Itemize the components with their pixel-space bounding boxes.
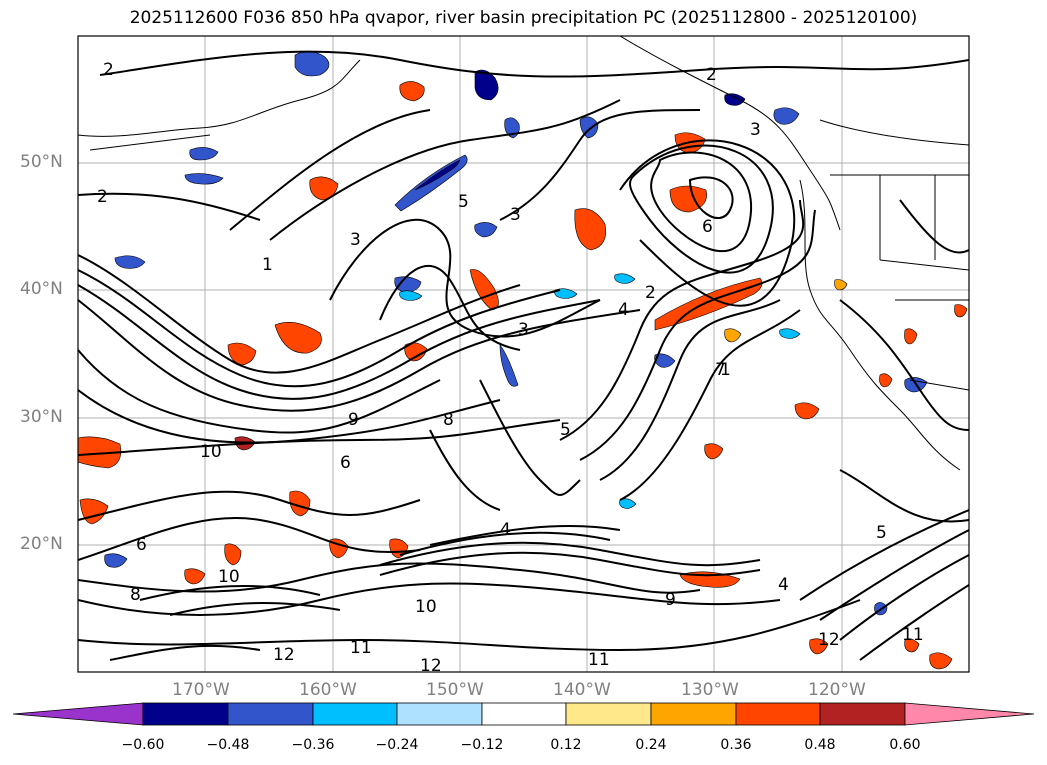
contour-labels: 2 2 2 3 3 3 3 4 4 4 5 5 6 6 7 8 9 10 10 … — [97, 60, 924, 676]
qvapor-contours — [78, 50, 969, 661]
contour-label: 7 — [715, 360, 726, 380]
colorbar-tick-label: −0.60 — [121, 737, 165, 753]
lat-label-50n: 50°N — [20, 152, 63, 172]
contour-label: 1 — [262, 255, 273, 275]
contour-label: 9 — [348, 410, 359, 430]
contour-label: 9 — [665, 590, 676, 610]
contour-label: 6 — [340, 453, 351, 473]
colorbar-tick-label: −0.24 — [375, 737, 419, 753]
contour-label: 10 — [218, 567, 240, 587]
contour-label: 8 — [443, 410, 454, 430]
lon-label-170w: 170°W — [172, 680, 230, 700]
contour-label: 4 — [500, 520, 511, 540]
lat-label-20n: 20°N — [20, 534, 63, 554]
colorbar-segment — [735, 702, 821, 726]
colorbar-tick-label: 0.24 — [635, 737, 667, 753]
lon-label-160w: 160°W — [299, 680, 357, 700]
colorbar-tick-label: −0.36 — [291, 737, 335, 753]
contour-label: 6 — [702, 217, 713, 237]
map-background — [78, 36, 969, 672]
gridlines — [78, 36, 969, 672]
lon-label-140w: 140°W — [553, 680, 611, 700]
contour-label: 1 — [720, 360, 731, 380]
contour-label: 12 — [273, 645, 295, 665]
lon-label-150w: 150°W — [426, 680, 484, 700]
contour-label: 3 — [518, 320, 529, 340]
colorbar-segment — [142, 702, 229, 726]
contour-label: 2 — [645, 283, 656, 303]
colorbar-segment — [396, 702, 483, 726]
colorbar — [12, 702, 1035, 726]
contour-label: 3 — [510, 205, 521, 225]
colorbar-segment — [481, 702, 567, 726]
contour-label: 8 — [130, 585, 141, 605]
contour-label: 6 — [136, 535, 147, 555]
contour-label: 12 — [420, 656, 442, 676]
contour-label: 2 — [103, 60, 114, 80]
contour-label: 11 — [588, 650, 610, 670]
colorbar-tick-label: 0.12 — [550, 737, 582, 753]
contour-label: 3 — [750, 120, 761, 140]
colorbar-tick-label: 0.36 — [720, 737, 752, 753]
contour-label: 5 — [560, 420, 571, 440]
contour-label: 3 — [350, 230, 361, 250]
contour-label: 11 — [902, 625, 924, 645]
colorbar-tick-label: −0.12 — [460, 737, 504, 753]
contour-label: 10 — [415, 597, 437, 617]
colorbar-tick-label: −0.48 — [206, 737, 250, 753]
colorbar-tick-label: 0.48 — [804, 737, 836, 753]
contour-label: 11 — [350, 638, 372, 658]
contour-label: 2 — [706, 65, 717, 85]
map-frame — [77, 35, 970, 673]
lon-label-130w: 130°W — [681, 680, 739, 700]
lat-label-30n: 30°N — [20, 407, 63, 427]
contour-label: 4 — [778, 575, 789, 595]
lat-label-40n: 40°N — [20, 279, 63, 299]
colorbar-tick-label: 0.60 — [889, 737, 921, 753]
coastlines — [78, 36, 969, 471]
contour-label: 2 — [97, 187, 108, 207]
colorbar-segment — [650, 702, 737, 726]
colorbar-max-arrow — [904, 702, 1035, 726]
contour-label: 4 — [618, 300, 629, 320]
contour-label: 10 — [200, 442, 222, 462]
contour-label: 5 — [458, 192, 469, 212]
colorbar-segment — [312, 702, 398, 726]
colorbar-segment — [819, 702, 906, 726]
contour-label: 5 — [876, 523, 887, 543]
map-title: 2025112600 F036 850 hPa qvapor, river ba… — [129, 8, 918, 28]
contour-label: 12 — [818, 630, 840, 650]
colorbar-min-arrow — [12, 702, 144, 726]
colorbar-segment — [565, 702, 652, 726]
lon-label-120w: 120°W — [808, 680, 866, 700]
colorbar-segment — [227, 702, 314, 726]
